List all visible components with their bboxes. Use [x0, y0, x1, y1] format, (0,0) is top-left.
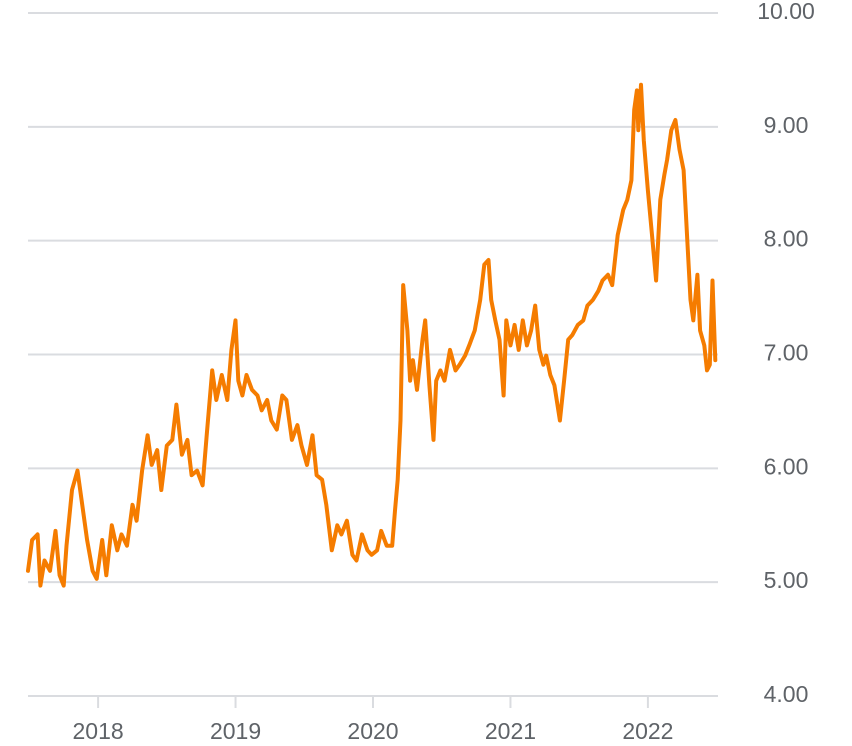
y-tick-label: 9.00 — [764, 112, 809, 138]
x-tick-label: 2020 — [347, 718, 398, 744]
y-tick-label: 10.00 — [757, 0, 815, 24]
y-tick-label: 7.00 — [764, 340, 809, 366]
x-tick-label: 2021 — [485, 718, 536, 744]
y-tick-label: 8.00 — [764, 226, 809, 252]
y-tick-label: 5.00 — [764, 567, 809, 593]
y-tick-label: 6.00 — [764, 453, 809, 479]
x-tick-label: 2018 — [73, 718, 124, 744]
y-tick-label: 4.00 — [764, 681, 809, 707]
x-tick-label: 2022 — [622, 718, 673, 744]
x-tick-label: 2019 — [210, 718, 261, 744]
data-line — [26, 82, 718, 588]
